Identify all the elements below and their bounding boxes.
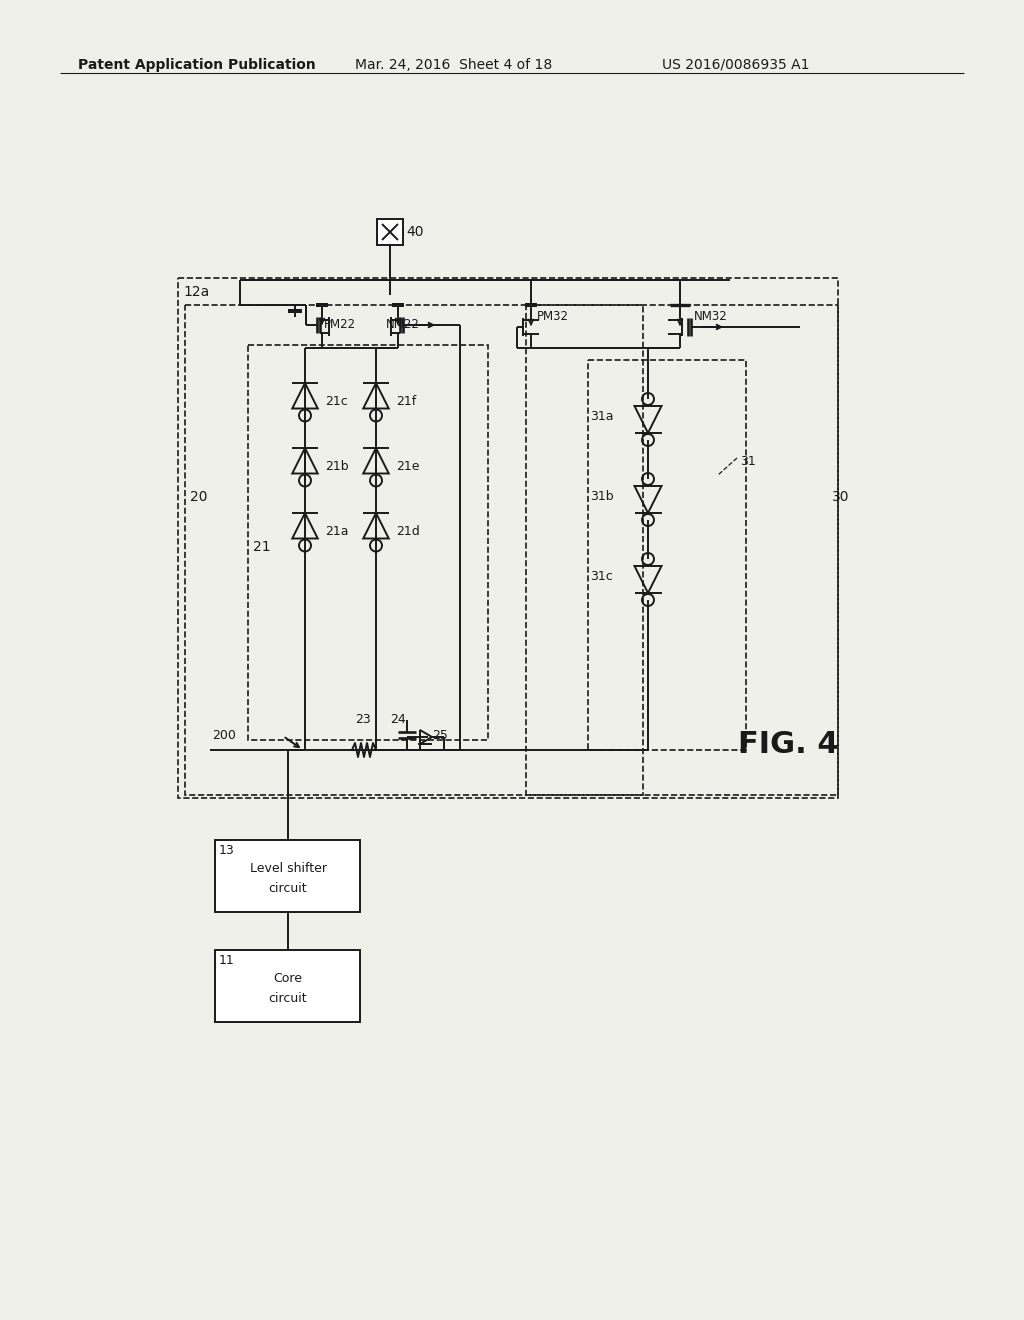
Bar [588,360,746,750]
Text: Level shifter: Level shifter [250,862,327,875]
Text: 30: 30 [831,490,850,504]
Text: 24: 24 [390,713,406,726]
Text: 20: 20 [190,490,208,504]
Text: 21: 21 [253,540,270,554]
Text: PM32: PM32 [537,310,569,323]
Text: US 2016/0086935 A1: US 2016/0086935 A1 [662,58,810,73]
Bar [185,305,643,795]
Text: FIG. 4: FIG. 4 [738,730,839,759]
Text: 12a: 12a [183,285,209,300]
Text: NM32: NM32 [694,310,728,323]
Text: 200: 200 [212,729,236,742]
Bar [377,219,403,246]
Bar [248,345,488,741]
Text: 31: 31 [740,455,756,469]
Text: 21a: 21a [325,525,348,539]
Text: 13: 13 [219,843,234,857]
Text: Patent Application Publication: Patent Application Publication [78,58,315,73]
Text: 21b: 21b [325,459,348,473]
Text: 21e: 21e [396,459,420,473]
Bar [215,840,360,912]
Bar [178,279,838,799]
Text: 31b: 31b [590,490,613,503]
Text: 23: 23 [355,713,371,726]
Text: PM22: PM22 [324,318,356,331]
Text: NM22: NM22 [386,318,420,331]
Bar [526,305,838,795]
Text: Core: Core [273,972,302,985]
Text: 31c: 31c [590,570,612,583]
Text: 31a: 31a [590,411,613,422]
Text: Mar. 24, 2016  Sheet 4 of 18: Mar. 24, 2016 Sheet 4 of 18 [355,58,552,73]
Text: 40: 40 [406,224,424,239]
Text: 21f: 21f [396,395,416,408]
Text: 25: 25 [432,729,447,742]
Text: 11: 11 [219,954,234,968]
Text: 21c: 21c [325,395,348,408]
Text: circuit: circuit [268,882,307,895]
Text: circuit: circuit [268,993,307,1005]
Bar [215,950,360,1022]
Text: 21d: 21d [396,525,420,539]
